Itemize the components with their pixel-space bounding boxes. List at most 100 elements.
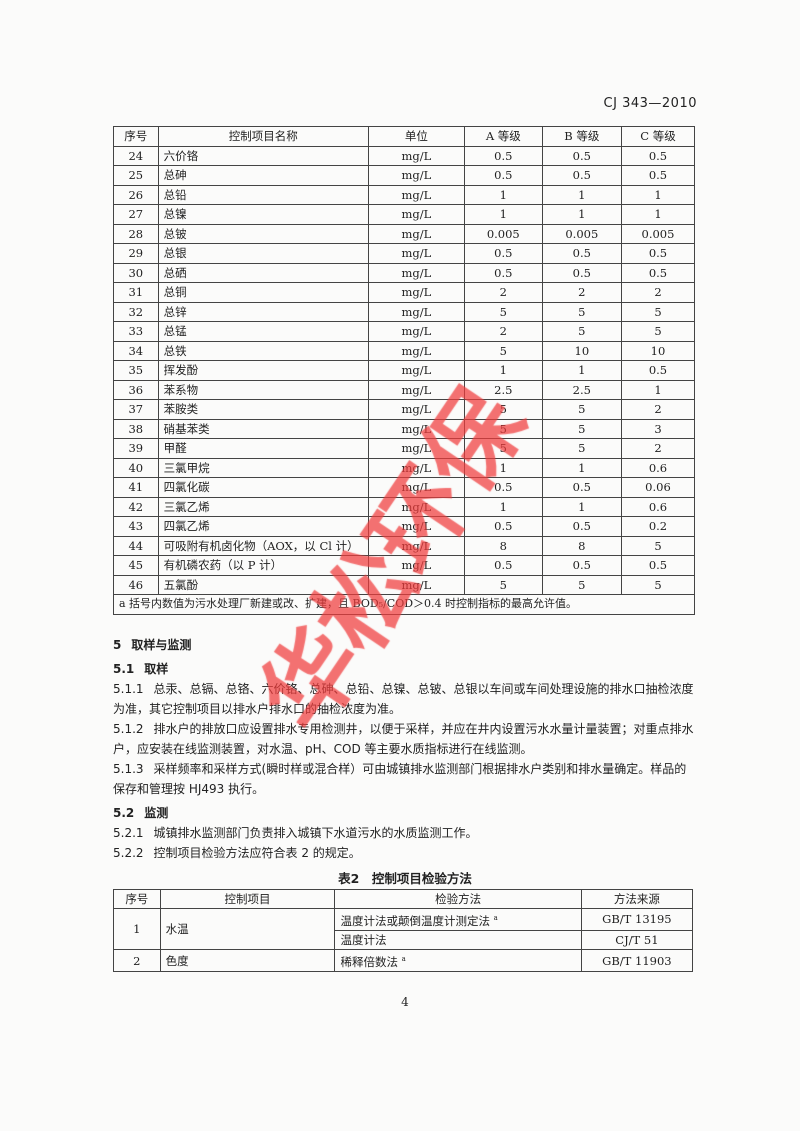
table-cell: 43 xyxy=(113,516,159,537)
table-cell: 5 xyxy=(620,301,696,322)
table-row: 36 苯系物 mg/L 2.5 2.5 1 xyxy=(113,379,696,400)
table-cell: mg/L xyxy=(367,262,465,283)
table-cell: 0.5 xyxy=(541,516,622,537)
table-cell: mg/L xyxy=(367,340,465,361)
table-cell: mg/L xyxy=(367,360,465,381)
table-cell: 2.5 xyxy=(463,379,543,400)
section-text: 排水户的排放口应设置排水专用检测井，以便于采样，并应在井内设置污水水量计量装置；… xyxy=(113,721,694,756)
table-cell: 1 xyxy=(541,496,622,517)
table-row: 25 总砷 mg/L 0.5 0.5 0.5 xyxy=(113,165,696,186)
table-cell: 0.5 xyxy=(463,243,543,264)
table-row: 24 六价铬 mg/L 0.5 0.5 0.5 xyxy=(113,145,696,166)
table-cell: 42 xyxy=(113,496,159,517)
method-source: CJ/T 51 xyxy=(580,929,694,951)
table-cell: 1 xyxy=(463,360,543,381)
table-row: 39 甲醛 mg/L 5 5 2 xyxy=(113,438,696,459)
table-row: 34 总铁 mg/L 5 10 10 xyxy=(113,340,696,361)
table-cell: 32 xyxy=(113,301,159,322)
table-cell: mg/L xyxy=(367,204,465,225)
table-cell: 36 xyxy=(113,379,159,400)
table-cell: 0.5 xyxy=(541,165,622,186)
table-cell: 总锌 xyxy=(157,301,369,322)
table-cell: 0.5 xyxy=(620,243,696,264)
table-cell: 0.5 xyxy=(620,555,696,576)
section-text: 5 取样与监测 5.1 取样 5.1.1 总汞、总镉、总铬、六价铬、总砷、总铅、总镍、总铍… xyxy=(113,635,697,863)
table-cell: mg/L xyxy=(367,574,465,595)
table-cell: 三氯甲烷 xyxy=(157,457,369,478)
section-number: 5.1.3 xyxy=(113,761,144,776)
paragraph: 5.1 取样 xyxy=(113,659,697,679)
table-cell: mg/L xyxy=(367,282,465,303)
table-row: 27 总镍 mg/L 1 1 1 xyxy=(113,204,696,225)
table-cell: 5 xyxy=(463,340,543,361)
test-methods-table: 序号 控制项目 检验方法 方法来源 1 水温 温度计法或颠倒温度计测定法 a GB/T 13… xyxy=(113,888,694,973)
table-cell: mg/L xyxy=(367,184,465,205)
table-cell: 5 xyxy=(541,301,622,322)
table-cell: 1 xyxy=(463,204,543,225)
method-source: GB/T 13195 xyxy=(580,908,694,931)
table-cell: 总砷 xyxy=(157,165,369,186)
section-number: 5.1 xyxy=(113,661,135,676)
table-cell: 0.6 xyxy=(620,496,696,517)
table-cell: 甲醛 xyxy=(157,438,369,459)
table-cell: 34 xyxy=(113,340,159,361)
footnote-marker: a xyxy=(493,914,498,922)
table-row: 32 总锌 mg/L 5 5 5 xyxy=(113,301,696,322)
table-cell: 44 xyxy=(113,535,159,556)
table-cell: 苯胺类 xyxy=(157,399,369,420)
control-limits-table: 序号 控制项目名称 单位 A 等级 B 等级 C 等级 24 六价铬 mg/L 0.5 0.5 0.… xyxy=(113,126,696,615)
method-name: 温度计法或颠倒温度计测定法 xyxy=(340,913,490,928)
table-cell: 37 xyxy=(113,399,159,420)
table-cell: 2 xyxy=(113,949,161,973)
table-cell: 1 xyxy=(463,184,543,205)
section-text: 总汞、总镉、总铬、六价铬、总砷、总铅、总镍、总铍、总银以车间或车间处理设施的排水… xyxy=(113,681,694,716)
table-cell: 0.5 xyxy=(620,145,696,166)
section-text: 取样 xyxy=(144,661,169,676)
table-cell: mg/L xyxy=(367,516,465,537)
paragraph: 5.1.2 排水户的排放口应设置排水专用检测井，以便于采样，并应在井内设置污水水量… xyxy=(113,719,697,759)
table-header-row: 序号 控制项目 检验方法 方法来源 xyxy=(113,888,694,909)
table-cell: 27 xyxy=(113,204,159,225)
column-header: 控制项目名称 xyxy=(157,126,369,147)
column-header: 序号 xyxy=(113,126,159,147)
method-source: GB/T 11903 xyxy=(580,949,694,973)
method-cell: 稀释倍数法 a xyxy=(334,949,582,973)
table-cell: 总铍 xyxy=(157,223,369,244)
table-cell: 色度 xyxy=(159,949,336,973)
table-cell: 四氯化碳 xyxy=(157,477,369,498)
table-cell: 2 xyxy=(541,282,622,303)
table-cell: 1 xyxy=(541,204,622,225)
table-cell: 46 xyxy=(113,574,159,595)
table-cell: 五氯酚 xyxy=(157,574,369,595)
paragraph: 5.1.1 总汞、总镉、总铬、六价铬、总砷、总铅、总镍、总铍、总银以车间或车间处理… xyxy=(113,679,697,719)
table-cell: 8 xyxy=(463,535,543,556)
table-row: 30 总硒 mg/L 0.5 0.5 0.5 xyxy=(113,262,696,283)
table-cell: mg/L xyxy=(367,301,465,322)
column-header: 检验方法 xyxy=(334,888,582,909)
table-cell: mg/L xyxy=(367,243,465,264)
column-header: B 等级 xyxy=(541,126,622,147)
table-cell: 有机磷农药（以 P 计） xyxy=(157,555,369,576)
document-page: CJ 343—2010 序号 控制项目名称 单位 A 等级 B 等级 C 等级 24 六价铬… xyxy=(113,0,697,1010)
table-cell: 29 xyxy=(113,243,159,264)
footnote: a 括号内数值为污水处理厂新建或改、扩建，且 BOD₅/COD＞0.4 时控制指… xyxy=(113,594,695,615)
footnote-row: a 括号内数值为污水处理厂新建或改、扩建，且 BOD₅/COD＞0.4 时控制指… xyxy=(113,594,695,615)
table-cell: 26 xyxy=(113,184,159,205)
table-cell: 0.5 xyxy=(463,262,543,283)
section-number: 5 xyxy=(113,637,122,652)
section-number: 5.1.1 xyxy=(113,681,144,696)
table-row: 29 总银 mg/L 0.5 0.5 0.5 xyxy=(113,243,696,264)
column-header: 单位 xyxy=(367,126,465,147)
table-cell: 0.5 xyxy=(541,145,622,166)
table-cell: 0.5 xyxy=(541,243,622,264)
table-row: 26 总铅 mg/L 1 1 1 xyxy=(113,184,696,205)
table-row: 44 可吸附有机卤化物（AOX，以 Cl 计） mg/L 8 8 5 xyxy=(113,535,696,556)
table-cell: mg/L xyxy=(367,321,465,342)
table-row: 38 硝基苯类 mg/L 5 5 3 xyxy=(113,418,696,439)
table-cell: 挥发酚 xyxy=(157,360,369,381)
method-name: 稀释倍数法 xyxy=(340,955,398,970)
method-cell: 温度计法 xyxy=(334,929,582,951)
table-cell: 0.5 xyxy=(541,555,622,576)
table-cell: 45 xyxy=(113,555,159,576)
table-cell: mg/L xyxy=(367,496,465,517)
